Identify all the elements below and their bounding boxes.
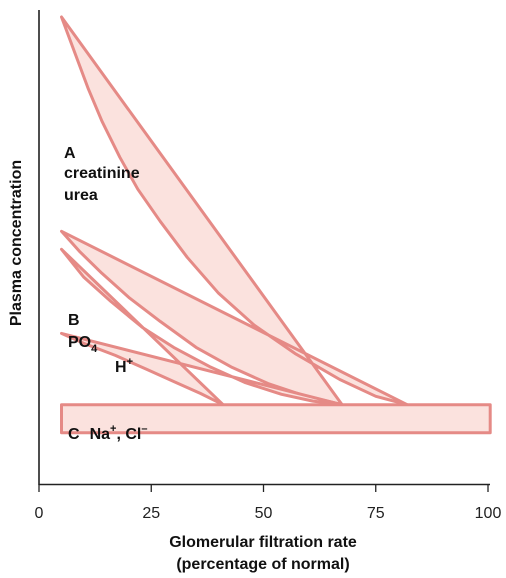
band-b-h-superscript: + [127, 356, 133, 368]
y-axis-title: Plasma concentration [8, 160, 25, 326]
x-axis-title-line-1: Glomerular filtration rate [169, 534, 357, 551]
band-c-na: Na [90, 426, 111, 443]
band-c-label: C Na+, Cl– [68, 423, 147, 443]
bands-layer [60, 15, 492, 435]
band-a-letter: A [64, 145, 76, 162]
x-tick-label-0: 0 [35, 505, 44, 522]
band-b-h: H [115, 359, 127, 376]
band-c [60, 403, 492, 435]
band-b-letter: B [68, 312, 80, 329]
band-c-cl-superscript: – [141, 423, 147, 435]
band-a [60, 15, 409, 407]
band-a-creatinine: creatinine [64, 165, 140, 182]
x-tick-label-50: 50 [255, 505, 273, 522]
band-b [60, 247, 344, 407]
band-a-urea: urea [64, 187, 98, 204]
x-ticks: 0 25 50 75 100 [35, 484, 502, 522]
band-c-cl: , Cl [116, 426, 141, 443]
band-c-letter: C [68, 426, 80, 443]
band-b-hydrogen: H+ [115, 356, 133, 376]
band-b-po-subscript: 4 [91, 343, 98, 355]
x-tick-label-75: 75 [367, 505, 385, 522]
band-b-phosphate: PO4 [68, 334, 98, 355]
x-axis-title-line-2: (percentage of normal) [176, 556, 349, 573]
x-tick-label-100: 100 [475, 505, 502, 522]
band-b-po: PO [68, 334, 91, 351]
x-tick-label-25: 25 [142, 505, 160, 522]
band-c-na-superscript: + [110, 423, 116, 435]
